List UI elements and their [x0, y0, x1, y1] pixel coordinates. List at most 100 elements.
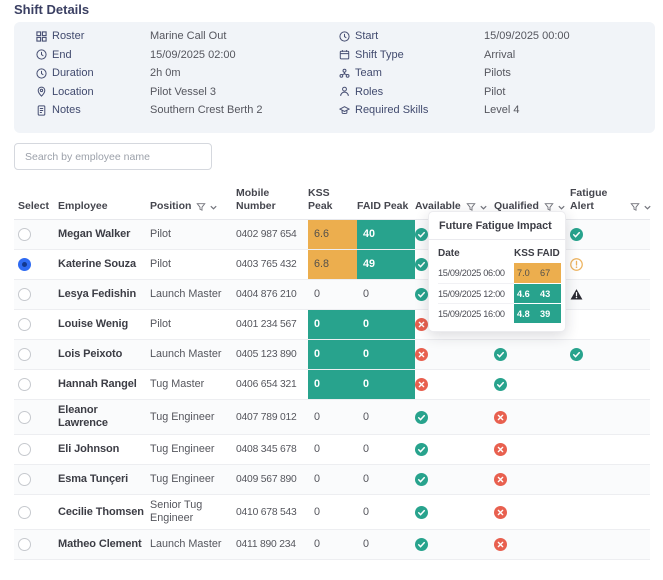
popup-column-header: KSS — [514, 248, 535, 259]
alert-circle-icon[interactable] — [570, 258, 583, 271]
table-row[interactable]: Cecilie Thomsen Senior Tug Engineer 0410 6… — [14, 495, 650, 530]
position-cell: Tug Master — [150, 378, 205, 390]
calendar-icon — [339, 49, 355, 60]
team-icon — [339, 68, 355, 79]
qualified-cell — [494, 400, 570, 434]
table-row[interactable]: Katerine Souza Pilot 0403 765 432 6.8 49 — [14, 250, 650, 280]
fatigue-alert-cell — [570, 495, 625, 529]
funnel-icon[interactable] — [466, 202, 476, 212]
mobile-number-cell: 0408 345 678 — [236, 444, 297, 455]
position-cell: Tug Engineer — [150, 473, 215, 485]
qualified-cell — [494, 435, 570, 464]
funnel-icon[interactable] — [544, 202, 554, 212]
table-row[interactable]: Eleanor Lawrence Tug Engineer 0407 789 012… — [14, 400, 650, 435]
column-header-qualified[interactable]: Qualified — [494, 200, 570, 213]
roster-icon — [36, 31, 52, 42]
funnel-icon[interactable] — [196, 202, 207, 212]
popup-faid-cell: 43 — [537, 283, 561, 303]
fatigue-alert-cell — [570, 250, 625, 279]
filter-column-cell — [625, 465, 650, 494]
alert-triangle-icon[interactable] — [570, 288, 583, 301]
table-row[interactable]: Eli Johnson Tug Engineer 0408 345 678 0 0 — [14, 435, 650, 465]
qualified-cell — [494, 530, 570, 559]
column-header-available[interactable]: Available — [415, 200, 494, 213]
cross-circle-icon — [494, 473, 507, 486]
position-cell: Tug Engineer — [150, 410, 215, 423]
filter-column-cell — [625, 250, 650, 279]
popup-body: Date KSS FAID 15/09/2025 06:00 7.0 67 15/09/20… — [429, 240, 565, 331]
row-select-radio[interactable] — [18, 410, 31, 424]
detail-value: 2h 0m — [150, 67, 181, 80]
table-row[interactable]: Matheo Clement Launch Master 0411 890 234 0… — [14, 530, 650, 560]
mobile-number-cell: 0404 876 210 — [236, 289, 297, 300]
row-select-radio[interactable] — [18, 443, 31, 456]
filter-column-cell — [625, 530, 650, 559]
clock-icon — [36, 68, 52, 79]
chevron-down-icon[interactable] — [643, 203, 652, 212]
kss-peak-cell: 0 — [314, 410, 321, 423]
row-select-radio[interactable] — [18, 473, 31, 486]
employee-name-cell: Hannah Rangel — [58, 378, 137, 390]
column-header-position[interactable]: Position — [150, 200, 236, 213]
check-circle-icon[interactable] — [570, 228, 583, 241]
chevron-down-icon[interactable] — [557, 203, 566, 212]
cross-circle-icon — [415, 318, 428, 331]
employee-name-cell: Cecilie Thomsen — [58, 505, 144, 518]
select-cell — [14, 400, 58, 434]
faid-peak-cell: 0 — [357, 310, 415, 339]
funnel-icon[interactable] — [630, 202, 640, 212]
table-row[interactable]: Esma Tunçeri Tug Engineer 0409 567 890 0 0 — [14, 465, 650, 495]
faid-peak-cell: 0 — [363, 505, 370, 518]
check-circle-icon[interactable] — [570, 348, 583, 361]
table-row[interactable]: Lois Peixoto Launch Master 0405 123 890 0 0 — [14, 340, 650, 370]
employee-name-cell: Megan Walker — [58, 228, 131, 240]
employee-name-cell: Katerine Souza — [58, 258, 137, 270]
column-header-label: KSS Peak — [308, 187, 333, 212]
select-cell — [14, 250, 58, 279]
row-select-radio[interactable] — [18, 318, 31, 331]
kss-peak-cell: 0 — [314, 443, 321, 455]
column-header-filter[interactable] — [625, 202, 652, 212]
position-cell: Pilot — [150, 228, 172, 240]
detail-field: End 15/09/2025 02:00 — [36, 46, 325, 65]
popup-date-cell: 15/09/2025 06:00 — [438, 268, 505, 278]
faid-peak-cell: 0 — [363, 538, 370, 550]
mobile-number-cell: 0401 234 567 — [236, 319, 297, 330]
row-select-radio[interactable] — [18, 348, 31, 361]
column-filter-controls — [544, 202, 566, 212]
detail-field: Team Pilots — [339, 64, 655, 83]
row-select-radio[interactable] — [18, 288, 31, 301]
column-header-kss-peak: KSS Peak — [308, 187, 357, 212]
kss-peak-cell: 6.8 — [308, 250, 357, 279]
row-select-radio[interactable] — [18, 228, 31, 241]
qualified-cell — [494, 495, 570, 529]
available-cell — [415, 340, 494, 369]
filter-column-cell — [625, 220, 650, 249]
mobile-number-cell: 0406 654 321 — [236, 379, 297, 390]
fatigue-alert-cell — [570, 530, 625, 559]
chevron-down-icon[interactable] — [209, 203, 218, 212]
popup-title: Future Fatigue Impact — [429, 212, 565, 240]
detail-value: Pilot — [484, 85, 506, 98]
check-circle-icon — [415, 258, 428, 271]
kss-peak-cell: 0 — [308, 340, 357, 369]
table-row[interactable]: Hannah Rangel Tug Master 0406 654 321 0 0 — [14, 370, 650, 400]
check-circle-icon — [415, 443, 428, 456]
row-select-radio[interactable] — [18, 378, 31, 391]
row-select-radio[interactable] — [18, 538, 31, 551]
fatigue-alert-cell — [570, 435, 625, 464]
check-circle-icon — [494, 348, 507, 361]
detail-field: Start 15/09/2025 00:00 — [339, 27, 655, 46]
chevron-down-icon[interactable] — [479, 203, 488, 212]
popup-kss-cell: 4.8 — [514, 303, 537, 323]
row-select-radio[interactable] — [18, 505, 31, 519]
position-cell: Pilot — [150, 318, 172, 330]
mobile-number-cell: 0403 765 432 — [236, 259, 297, 270]
row-select-radio[interactable] — [18, 258, 31, 271]
search-input[interactable] — [14, 143, 212, 170]
popup-table: Date KSS FAID 15/09/2025 06:00 7.0 67 15/09/20… — [438, 244, 561, 323]
filter-column-cell — [625, 400, 650, 434]
popup-faid-cell: 39 — [537, 303, 561, 323]
detail-label: Notes — [52, 104, 81, 117]
